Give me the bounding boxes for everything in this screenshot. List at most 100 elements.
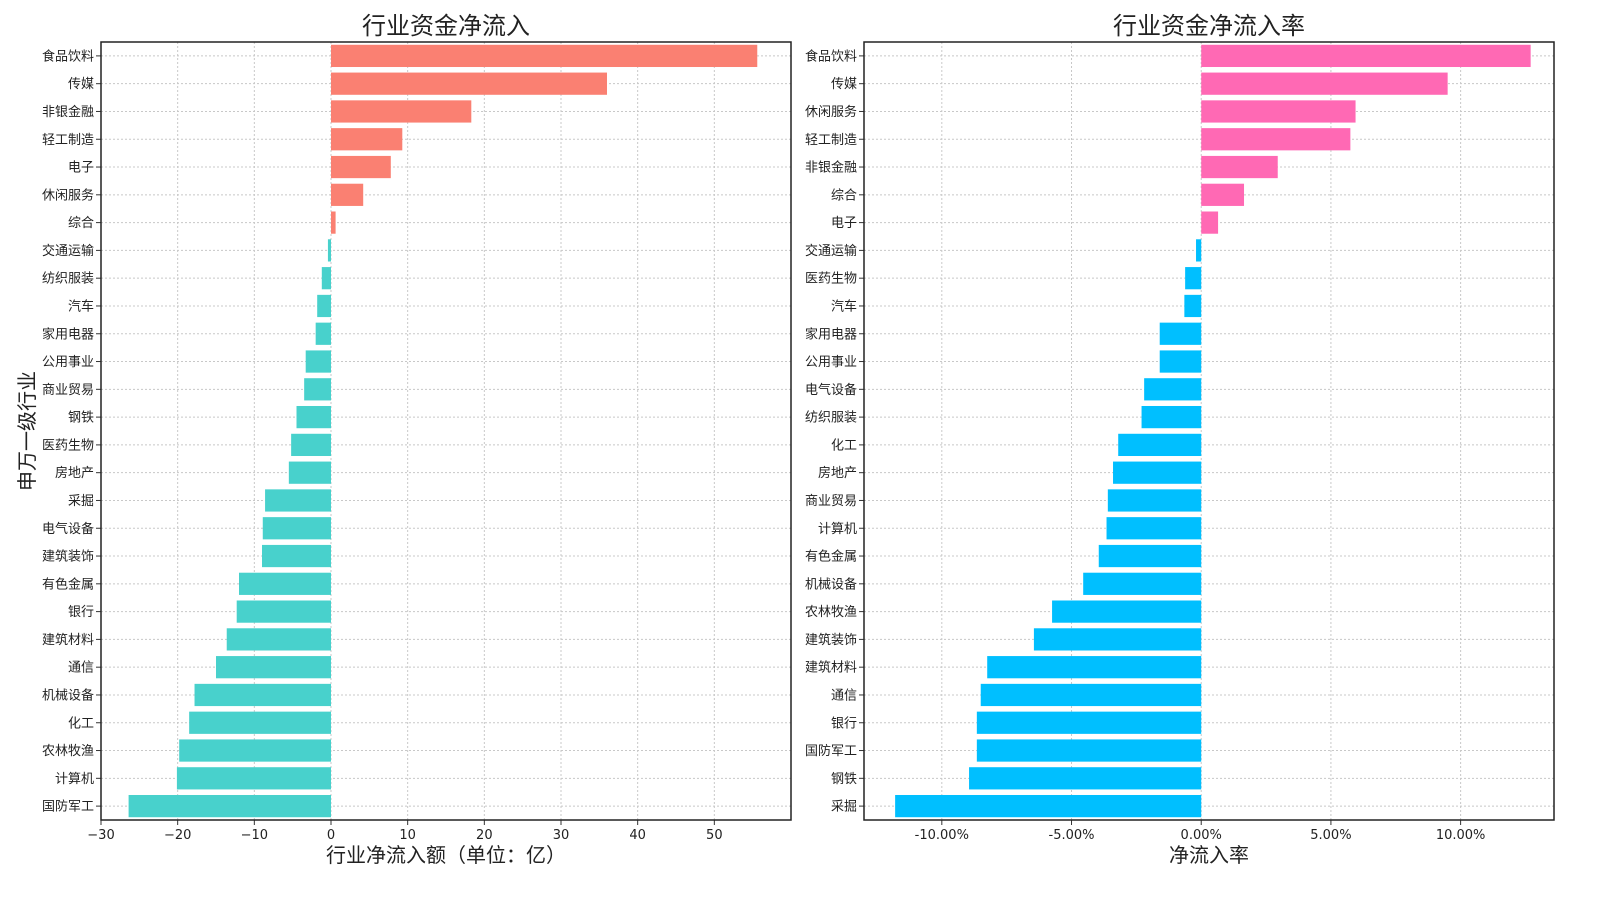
bar-16: [288, 461, 331, 484]
y-tick-label: 非银金融: [805, 160, 857, 176]
y-tick-label: 公用事业: [805, 355, 857, 370]
y-tick-label: 食品饮料: [805, 48, 857, 64]
bar-20: [239, 572, 331, 595]
y-tick-label: 有色金属: [805, 549, 857, 565]
y-tick-label: 化工: [831, 438, 857, 453]
x-tick-label: −10: [241, 828, 268, 843]
y-tick-label: 纺织服装: [805, 411, 857, 426]
bar-19: [262, 544, 331, 568]
x-tick-label: -10.00%: [915, 828, 969, 843]
y-tick-label: 电气设备: [805, 382, 857, 398]
bar-21: [1052, 600, 1202, 623]
bar-13: [304, 378, 331, 401]
y-tick-label: 综合: [68, 216, 94, 231]
y-tick-label: 综合: [831, 188, 857, 203]
y-tick-label: 公用事业: [42, 355, 94, 370]
chart-title: 行业资金净流入率: [1113, 12, 1305, 40]
bar-12: [305, 350, 331, 373]
bar-26: [976, 739, 1202, 762]
bar-18: [262, 517, 331, 540]
x-tick-label: 0.00%: [1181, 828, 1222, 843]
bar-8: [327, 239, 331, 262]
y-tick-label: 计算机: [55, 772, 94, 787]
bar-23: [987, 656, 1202, 679]
bar-22: [1033, 628, 1202, 651]
bar-2: [331, 72, 607, 95]
y-tick-label: 银行: [68, 605, 94, 620]
bar-14: [1141, 405, 1202, 429]
bar-15: [291, 433, 331, 457]
y-tick-label: 计算机: [818, 522, 857, 537]
bar-14: [296, 405, 331, 429]
bar-28: [895, 794, 1202, 818]
y-tick-label: 建筑装饰: [805, 632, 857, 648]
x-axis-label: 行业净流入额（单位：亿）: [326, 843, 566, 867]
bar-5: [331, 155, 391, 179]
bar-2: [1201, 72, 1448, 95]
x-tick-label: 30: [553, 828, 570, 843]
y-tick-label: 医药生物: [42, 438, 94, 453]
bar-27: [176, 767, 331, 790]
y-tick-label: 机械设备: [805, 576, 857, 592]
x-tick-label: 5.00%: [1310, 828, 1351, 843]
bar-15: [1118, 433, 1202, 457]
y-tick-label: 钢铁: [68, 411, 94, 426]
y-tick-label: 银行: [831, 716, 857, 731]
y-tick-label: 通信: [68, 661, 94, 676]
bar-9: [1185, 267, 1202, 290]
chart-title: 行业资金净流入: [362, 12, 530, 40]
chart-panel-1: −30 −20 −10 0 10 20 30 40 50 食品饮料传媒非银金融轻工制造电子休闲服务…: [15, 12, 792, 867]
y-tick-label: 休闲服务: [42, 187, 94, 203]
bar-6: [331, 183, 364, 206]
x-tick-label: 10.00%: [1436, 828, 1486, 843]
y-axis-label: 申万一级行业: [15, 371, 39, 491]
y-tick-label: 电子: [831, 216, 857, 231]
x-tick-label: 10: [399, 828, 416, 843]
y-tick-label: 食品饮料: [42, 48, 94, 64]
y-tick-label: 通信: [831, 688, 857, 703]
y-tick-label: 轻工制造: [805, 133, 857, 148]
y-tick-label: 汽车: [68, 298, 94, 314]
bar-1: [1201, 44, 1531, 68]
bar-4: [331, 128, 403, 151]
bar-22: [226, 628, 331, 651]
bar-10: [317, 294, 331, 318]
y-tick-label: 建筑材料: [805, 660, 857, 676]
bar-19: [1098, 544, 1202, 568]
y-tick-label: 传媒: [831, 77, 857, 92]
y-tick-label: 汽车: [831, 298, 857, 314]
bar-17: [265, 489, 331, 512]
x-tick-label: 50: [706, 828, 723, 843]
x-tick-label: −20: [164, 828, 191, 843]
bar-23: [216, 656, 331, 679]
bar-18: [1106, 517, 1202, 540]
bar-7: [331, 211, 336, 234]
bar-26: [179, 739, 331, 762]
y-tick-label: 采掘: [831, 800, 857, 815]
bar-3: [331, 100, 472, 123]
y-tick-label: 农林牧渔: [42, 744, 94, 759]
bar-17: [1107, 489, 1202, 512]
y-tick-label: 交通运输: [805, 243, 857, 259]
y-tick-label: 钢铁: [831, 772, 857, 787]
y-tick-label: 国防军工: [805, 743, 857, 759]
bar-28: [128, 794, 331, 818]
y-tick-label: 房地产: [818, 465, 857, 481]
y-tick-label: 家用电器: [805, 326, 857, 342]
chart-panel-2: -10.00% -5.00% 0.00% 5.00% 10.00% 食品饮料传媒休闲服务轻…: [805, 12, 1555, 867]
bar-7: [1201, 211, 1219, 234]
bar-24: [194, 683, 331, 707]
y-tick-label: 休闲服务: [805, 104, 857, 120]
bar-13: [1144, 378, 1202, 401]
y-tick-label: 商业贸易: [805, 494, 857, 509]
bar-4: [1201, 128, 1351, 151]
y-tick-label: 医药生物: [805, 272, 857, 287]
y-tick-label: 农林牧渔: [805, 605, 857, 620]
x-tick-label: -5.00%: [1049, 828, 1095, 843]
y-tick-label: 商业贸易: [42, 383, 94, 398]
y-tick-label: 建筑材料: [42, 632, 94, 648]
y-tick-label: 交通运输: [42, 243, 94, 259]
bar-24: [980, 683, 1202, 707]
